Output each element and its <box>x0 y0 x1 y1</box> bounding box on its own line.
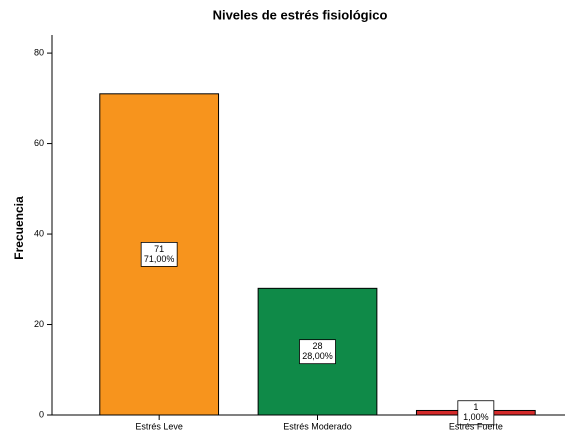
x-tick-label: Estrés Moderado <box>283 421 352 431</box>
y-tick-label: 20 <box>34 319 44 329</box>
percent-label: 28,00% <box>302 351 333 361</box>
percent-label: 71,00% <box>144 254 175 264</box>
y-tick-label: 0 <box>39 409 44 419</box>
data-label: 28 <box>312 341 322 351</box>
x-tick-label: Estrés Leve <box>135 421 183 431</box>
chart-title: Niveles de estrés fisiológico <box>213 7 388 22</box>
y-tick-label: 80 <box>34 47 44 57</box>
x-tick-label: Estrés Fuerte <box>449 421 503 431</box>
y-axis-title: Frecuencia <box>12 196 26 260</box>
data-label: 1 <box>473 402 478 412</box>
percent-label: 1,00% <box>463 412 489 422</box>
bar <box>257 287 378 416</box>
data-label: 71 <box>154 244 164 254</box>
y-tick-label: 40 <box>34 228 44 238</box>
data-label-box <box>299 339 336 365</box>
data-label-box <box>140 242 178 267</box>
data-label-box <box>457 400 495 426</box>
y-tick-label: 60 <box>34 138 44 148</box>
